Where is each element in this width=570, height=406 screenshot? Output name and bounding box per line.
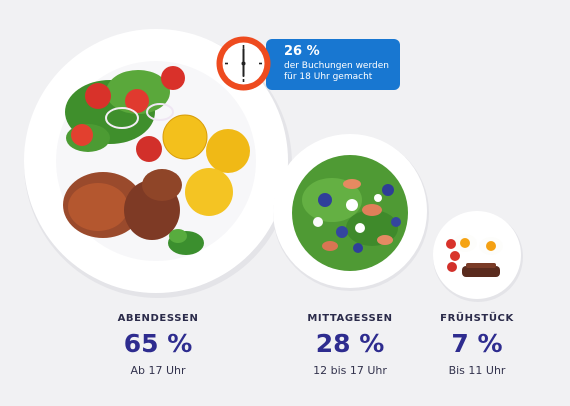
meal-percent: 7 % <box>451 329 503 358</box>
meal-time: Ab 17 Uhr <box>130 364 186 377</box>
stat-lunch: MITTAGESSEN 28 % 12 bis 17 Uhr <box>290 313 410 377</box>
meal-time: 12 bis 17 Uhr <box>313 364 387 377</box>
meal-name: MITTAGESSEN <box>307 313 393 324</box>
callout-text: der Buchungen werden für 18 Uhr gemacht <box>284 61 389 82</box>
breakfast-plate <box>433 211 523 302</box>
meal-name: FRÜHSTÜCK <box>440 313 514 324</box>
callout-percent: 26 % <box>284 44 320 59</box>
meal-time: Bis 11 Uhr <box>448 364 506 377</box>
booking-callout: 26 % der Buchungen werden für 18 Uhr gem… <box>266 39 400 90</box>
meal-percent: 28 % <box>315 329 385 358</box>
clock-icon <box>216 36 271 91</box>
lunch-plate <box>273 134 429 291</box>
stat-dinner: ABENDESSEN 65 % Ab 17 Uhr <box>98 313 218 377</box>
stat-breakfast: FRÜHSTÜCK 7 % Bis 11 Uhr <box>422 313 532 377</box>
meal-name: ABENDESSEN <box>117 313 199 324</box>
dinner-plate <box>24 29 292 298</box>
meal-percent: 65 % <box>123 329 193 358</box>
